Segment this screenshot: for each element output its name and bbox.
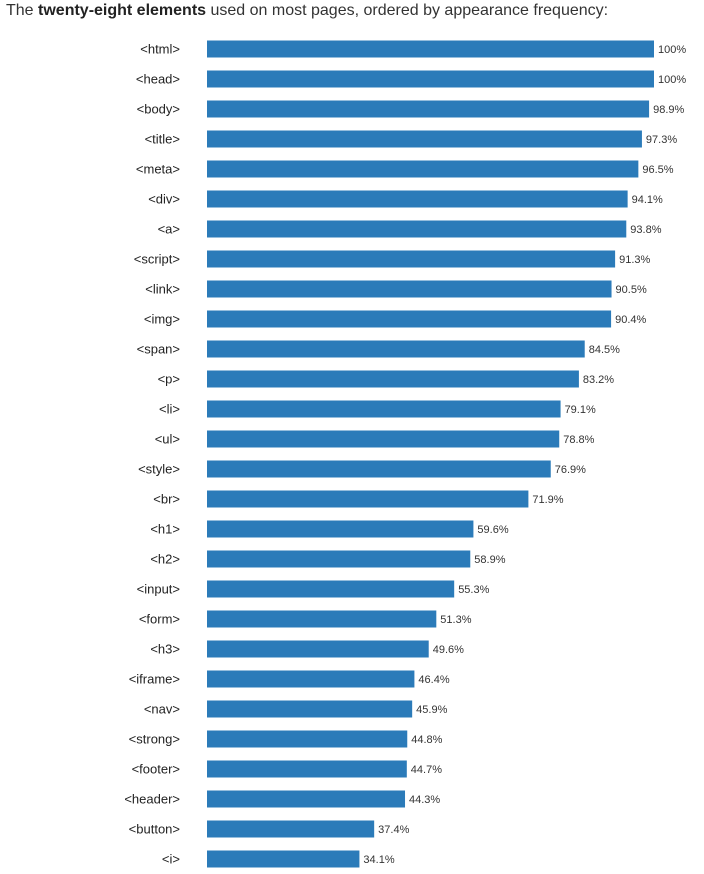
category-label: <script> [134, 252, 180, 267]
bar [207, 460, 551, 478]
value-label: 94.1% [632, 194, 663, 206]
bar [207, 610, 437, 628]
category-label: <link> [145, 282, 180, 297]
chart-intro-text: The twenty-eight elements used on most p… [6, 0, 608, 22]
bar [207, 760, 407, 778]
category-label: <iframe> [129, 672, 180, 687]
value-label: 44.3% [409, 794, 440, 806]
category-label: <img> [144, 312, 180, 327]
bar [207, 550, 471, 568]
category-label: <ul> [155, 432, 180, 447]
bar [207, 820, 375, 838]
category-label: <title> [145, 132, 180, 147]
value-label: 46.4% [418, 674, 449, 686]
value-label: 83.2% [583, 374, 614, 386]
value-label: 37.4% [378, 824, 409, 836]
value-label: 76.9% [555, 464, 586, 476]
value-label: 90.4% [615, 314, 646, 326]
bar [207, 130, 642, 148]
value-label: 97.3% [646, 134, 677, 146]
value-label: 34.1% [363, 854, 394, 866]
bar [207, 580, 455, 598]
bar [207, 850, 360, 868]
value-label: 45.9% [416, 704, 447, 716]
value-label: 79.1% [565, 404, 596, 416]
category-label: <strong> [129, 732, 180, 747]
category-label: <nav> [144, 702, 180, 717]
bar [207, 250, 616, 268]
category-label: <footer> [132, 762, 180, 777]
value-label: 49.6% [433, 644, 464, 656]
value-label: 44.7% [411, 764, 442, 776]
bar [207, 790, 406, 808]
category-label: <body> [137, 102, 180, 117]
value-label: 91.3% [619, 254, 650, 266]
category-label: <div> [148, 192, 180, 207]
category-label: <span> [137, 342, 180, 357]
category-label: <h1> [150, 522, 180, 537]
category-label: <h2> [150, 552, 180, 567]
bar [207, 730, 408, 748]
category-label: <input> [137, 582, 180, 597]
bar [207, 700, 413, 718]
bar [207, 490, 529, 508]
category-label: <button> [129, 822, 180, 837]
category-label: <i> [162, 852, 180, 867]
bar [207, 40, 654, 58]
value-label: 93.8% [630, 224, 661, 236]
bar [207, 520, 474, 538]
bar [207, 370, 579, 388]
value-label: 55.3% [458, 584, 489, 596]
bar [207, 640, 429, 658]
category-label: <meta> [136, 162, 180, 177]
bar [207, 280, 612, 298]
category-label: <br> [153, 492, 180, 507]
category-label: <style> [138, 462, 180, 477]
value-label: 59.6% [477, 524, 508, 536]
intro-prefix: The [6, 2, 39, 19]
category-label: <a> [158, 222, 180, 237]
value-label: 78.8% [563, 434, 594, 446]
value-label: 84.5% [589, 344, 620, 356]
category-label: <header> [124, 792, 180, 807]
value-label: 90.5% [616, 284, 647, 296]
bar [207, 100, 650, 118]
value-label: 98.9% [653, 104, 684, 116]
intro-suffix: used on most pages, ordered by appearanc… [206, 2, 609, 19]
value-label: 51.3% [440, 614, 471, 626]
category-label: <h3> [150, 642, 180, 657]
category-label: <p> [158, 372, 180, 387]
value-label: 96.5% [642, 164, 673, 176]
value-label: 71.9% [532, 494, 563, 506]
bar [207, 190, 628, 208]
value-label: 100% [658, 44, 686, 56]
bar [207, 160, 639, 178]
bar [207, 670, 415, 688]
value-label: 44.8% [411, 734, 442, 746]
value-label: 100% [658, 74, 686, 86]
category-label: <html> [140, 42, 180, 57]
category-label: <form> [139, 612, 180, 627]
bar [207, 430, 560, 448]
bar [207, 400, 561, 418]
bar [207, 220, 627, 238]
bar [207, 340, 585, 358]
category-label: <li> [159, 402, 180, 417]
bar [207, 70, 654, 88]
category-label: <head> [136, 72, 180, 87]
bar [207, 310, 612, 328]
value-label: 58.9% [474, 554, 505, 566]
intro-bold: twenty-eight elements [38, 2, 207, 19]
